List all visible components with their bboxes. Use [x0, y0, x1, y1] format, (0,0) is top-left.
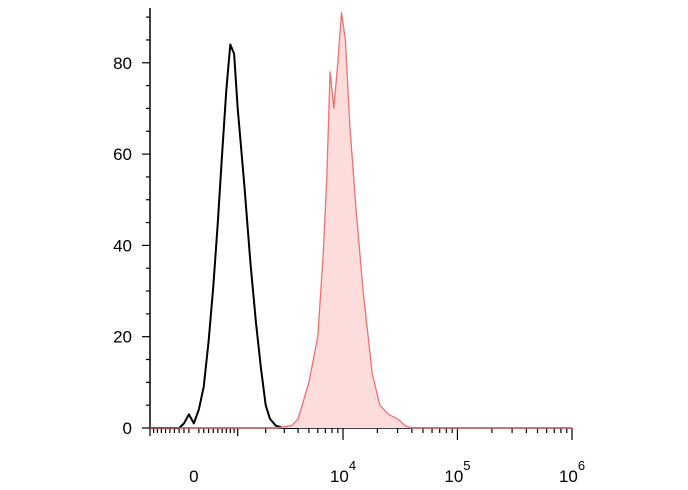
- x-tick-label: 105: [444, 458, 470, 486]
- y-tick-label: 80: [113, 54, 132, 73]
- series-1-fill: [150, 12, 572, 428]
- x-axis: 0 104 105 106: [149, 427, 585, 486]
- y-tick-label: 0: [123, 419, 132, 438]
- y-tick-label: 60: [113, 145, 132, 164]
- series-0-line: [150, 43, 299, 429]
- y-tick-label: 40: [113, 236, 132, 255]
- y-tick-label: 20: [113, 328, 132, 347]
- x-tick-label: 0: [189, 467, 198, 486]
- x-tick-label: 104: [330, 458, 356, 486]
- series-1-line: [150, 11, 572, 429]
- series-layer: [150, 11, 572, 429]
- x-tick-label: 106: [559, 458, 585, 486]
- y-axis: 0 20 40 60 80: [113, 8, 151, 438]
